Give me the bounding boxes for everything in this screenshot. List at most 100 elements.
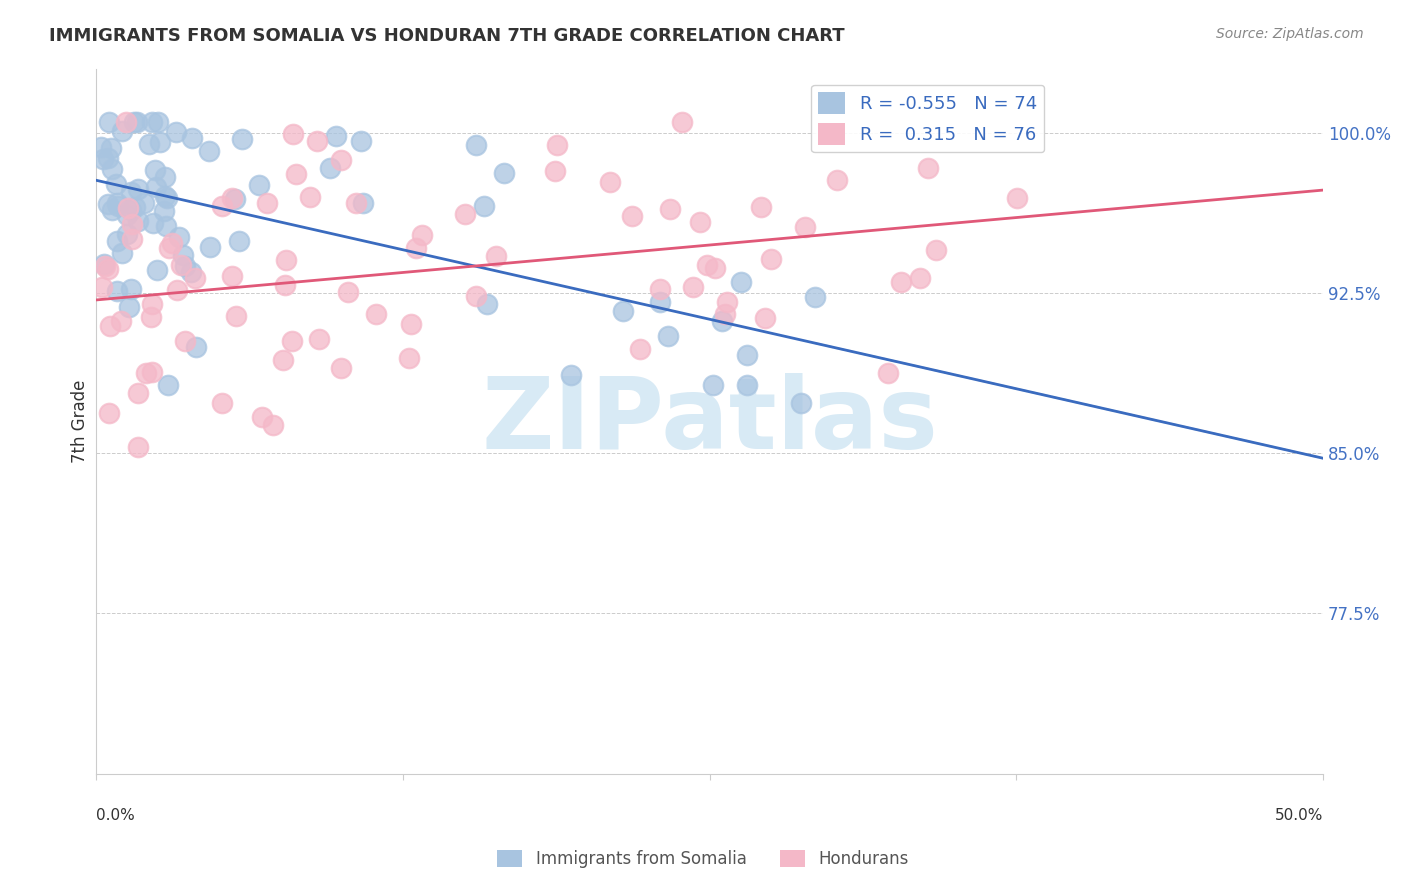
Point	[142, 217, 165, 231]
Point	[134, 196, 156, 211]
Point	[166, 283, 188, 297]
Point	[925, 243, 948, 257]
Point	[165, 125, 187, 139]
Point	[648, 295, 671, 310]
Point	[97, 152, 120, 166]
Point	[139, 310, 162, 325]
Point	[153, 189, 176, 203]
Point	[827, 172, 849, 186]
Point	[793, 220, 815, 235]
Point	[716, 294, 738, 309]
Point	[305, 134, 328, 148]
Legend: Immigrants from Somalia, Hondurans: Immigrants from Somalia, Hondurans	[491, 843, 915, 875]
Point	[156, 191, 179, 205]
Point	[91, 153, 114, 167]
Point	[90, 140, 112, 154]
Point	[308, 333, 330, 347]
Point	[122, 115, 145, 129]
Point	[1005, 191, 1028, 205]
Point	[145, 179, 167, 194]
Point	[117, 201, 139, 215]
Point	[101, 202, 124, 217]
Point	[153, 203, 176, 218]
Point	[714, 308, 737, 322]
Point	[91, 279, 114, 293]
Point	[464, 289, 486, 303]
Point	[107, 199, 129, 213]
Point	[167, 230, 190, 244]
Point	[120, 186, 142, 200]
Point	[612, 304, 634, 318]
Text: ZIPatlas: ZIPatlas	[481, 373, 938, 470]
Point	[211, 395, 233, 409]
Point	[105, 177, 128, 191]
Point	[804, 290, 827, 304]
Point	[117, 209, 139, 223]
Point	[890, 275, 912, 289]
Point	[325, 129, 347, 144]
Point	[105, 234, 128, 248]
Point	[464, 137, 486, 152]
Point	[492, 166, 515, 180]
Point	[197, 144, 219, 158]
Point	[225, 309, 247, 323]
Point	[790, 395, 813, 409]
Point	[97, 261, 120, 276]
Text: 0.0%: 0.0%	[96, 808, 135, 823]
Point	[138, 137, 160, 152]
Point	[560, 368, 582, 382]
Point	[910, 271, 932, 285]
Point	[141, 365, 163, 379]
Point	[115, 227, 138, 241]
Point	[273, 353, 295, 368]
Point	[485, 248, 508, 262]
Y-axis label: 7th Grade: 7th Grade	[72, 379, 89, 463]
Point	[336, 285, 359, 300]
Point	[146, 263, 169, 277]
Point	[127, 386, 149, 401]
Point	[221, 191, 243, 205]
Point	[160, 235, 183, 250]
Point	[274, 277, 297, 292]
Point	[281, 127, 304, 141]
Point	[105, 285, 128, 299]
Point	[319, 161, 342, 175]
Point	[174, 259, 197, 273]
Point	[155, 219, 177, 234]
Point	[183, 271, 205, 285]
Point	[754, 311, 776, 326]
Point	[146, 115, 169, 129]
Point	[127, 182, 149, 196]
Point	[329, 361, 352, 376]
Text: 50.0%: 50.0%	[1275, 808, 1323, 823]
Point	[120, 203, 142, 218]
Point	[735, 377, 758, 392]
Point	[180, 265, 202, 279]
Legend: R = -0.555   N = 74, R =  0.315   N = 76: R = -0.555 N = 74, R = 0.315 N = 76	[811, 85, 1045, 153]
Point	[671, 115, 693, 129]
Point	[759, 252, 782, 266]
Point	[198, 240, 221, 254]
Point	[544, 163, 567, 178]
Point	[157, 378, 180, 392]
Point	[224, 192, 246, 206]
Point	[121, 232, 143, 246]
Point	[285, 167, 308, 181]
Point	[169, 259, 191, 273]
Point	[621, 210, 644, 224]
Point	[704, 261, 727, 276]
Point	[110, 314, 132, 328]
Point	[398, 351, 420, 365]
Point	[105, 196, 128, 211]
Point	[93, 259, 115, 273]
Point	[399, 317, 422, 331]
Point	[111, 246, 134, 260]
Point	[352, 195, 374, 210]
Point	[157, 241, 180, 255]
Point	[141, 115, 163, 129]
Point	[124, 200, 146, 214]
Point	[405, 241, 427, 255]
Point	[125, 115, 148, 129]
Point	[153, 170, 176, 185]
Point	[281, 334, 304, 349]
